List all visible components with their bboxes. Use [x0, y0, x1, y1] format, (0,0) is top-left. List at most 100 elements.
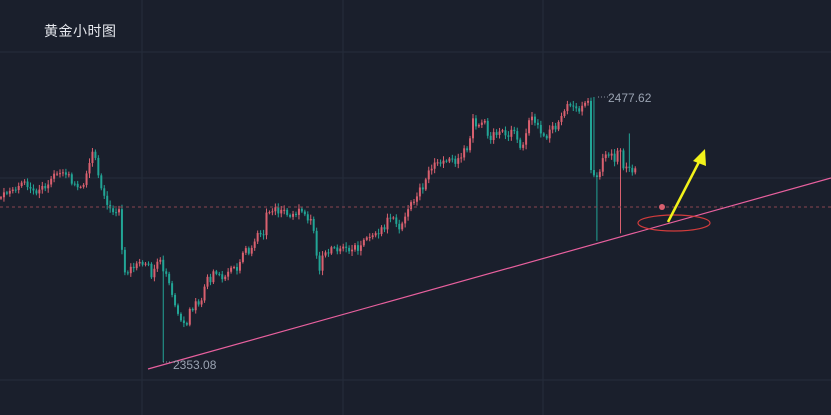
candle: [0, 195, 2, 200]
candle-body: [56, 173, 59, 175]
candle: [513, 126, 516, 135]
candle-body: [64, 172, 67, 175]
candle: [44, 183, 47, 192]
candle: [634, 166, 637, 175]
candle: [619, 148, 622, 234]
candle-body: [451, 158, 454, 160]
candle-body: [212, 271, 215, 283]
candle-body: [401, 223, 404, 230]
candle-body: [410, 202, 413, 210]
candle: [454, 155, 457, 167]
candle: [613, 149, 616, 167]
candle: [395, 214, 398, 228]
candle: [233, 265, 236, 270]
candle-body: [622, 150, 625, 169]
candle: [548, 125, 551, 143]
candle-body: [250, 247, 253, 254]
candle-body: [613, 153, 616, 162]
candle: [2, 187, 5, 202]
candle: [182, 316, 185, 328]
candle: [415, 192, 418, 206]
candle-body: [339, 248, 342, 252]
candle-body: [345, 246, 348, 248]
candle: [604, 151, 607, 162]
candle: [236, 263, 238, 275]
candle: [489, 132, 492, 144]
candle: [510, 125, 513, 141]
candle-body: [504, 130, 507, 136]
candle: [14, 186, 17, 193]
candle-body: [560, 115, 563, 122]
candle: [20, 180, 23, 188]
candle: [575, 102, 578, 112]
candle-body: [392, 217, 395, 219]
candle-body: [348, 247, 351, 252]
candle: [147, 261, 150, 267]
candle: [474, 115, 477, 130]
candle-body: [156, 261, 159, 269]
candle: [348, 245, 351, 254]
candle: [23, 179, 26, 185]
up-arrow-head: [693, 149, 706, 166]
candle-body: [177, 305, 179, 314]
candle-body: [197, 301, 200, 305]
candle: [533, 113, 536, 126]
trendline: [147, 177, 831, 370]
candle: [197, 299, 200, 307]
candle: [76, 180, 79, 191]
candle: [100, 173, 103, 191]
candle-body: [5, 192, 8, 194]
candle-body: [501, 130, 504, 132]
candle-body: [333, 247, 336, 249]
candle: [386, 213, 389, 234]
candle: [504, 126, 507, 140]
candle: [622, 148, 625, 171]
candle-body: [483, 120, 486, 123]
candle-body: [625, 166, 628, 169]
candle-body: [516, 131, 519, 140]
candle-body: [569, 104, 572, 106]
candle-body: [59, 173, 61, 175]
candle: [303, 209, 306, 217]
candle: [165, 268, 168, 277]
candle: [26, 178, 29, 191]
candle-body: [230, 267, 233, 272]
candle-body: [38, 189, 41, 194]
candle-body: [572, 105, 575, 107]
candle: [545, 134, 548, 140]
candle: [330, 245, 333, 255]
candle: [280, 205, 283, 218]
candle: [407, 205, 410, 221]
candle: [271, 208, 274, 216]
candle-body: [47, 184, 50, 189]
candle: [224, 274, 227, 281]
candle-body: [283, 209, 286, 211]
candle-body: [436, 162, 439, 164]
candle: [256, 230, 259, 245]
candle-body: [41, 185, 44, 190]
candle: [159, 257, 162, 265]
candle-body: [118, 209, 120, 213]
candle: [531, 112, 533, 125]
candle-body: [138, 261, 141, 264]
candle-body: [407, 209, 410, 217]
candle: [365, 236, 368, 242]
candle-body: [2, 192, 5, 198]
candle: [404, 212, 407, 228]
candle-body: [221, 274, 224, 280]
candle: [244, 245, 247, 256]
candle-body: [377, 233, 380, 235]
candle: [354, 242, 356, 252]
candle-body: [174, 294, 177, 306]
candle: [56, 171, 59, 177]
candle: [333, 245, 336, 249]
candle-body: [300, 208, 303, 212]
candle-body: [50, 178, 53, 185]
candle-body: [480, 122, 483, 125]
candle-body: [218, 273, 221, 275]
candle-body: [533, 116, 536, 123]
candle-body: [79, 186, 82, 188]
candle-body: [371, 235, 374, 238]
candle-body: [359, 245, 362, 251]
candle-body: [404, 216, 407, 224]
